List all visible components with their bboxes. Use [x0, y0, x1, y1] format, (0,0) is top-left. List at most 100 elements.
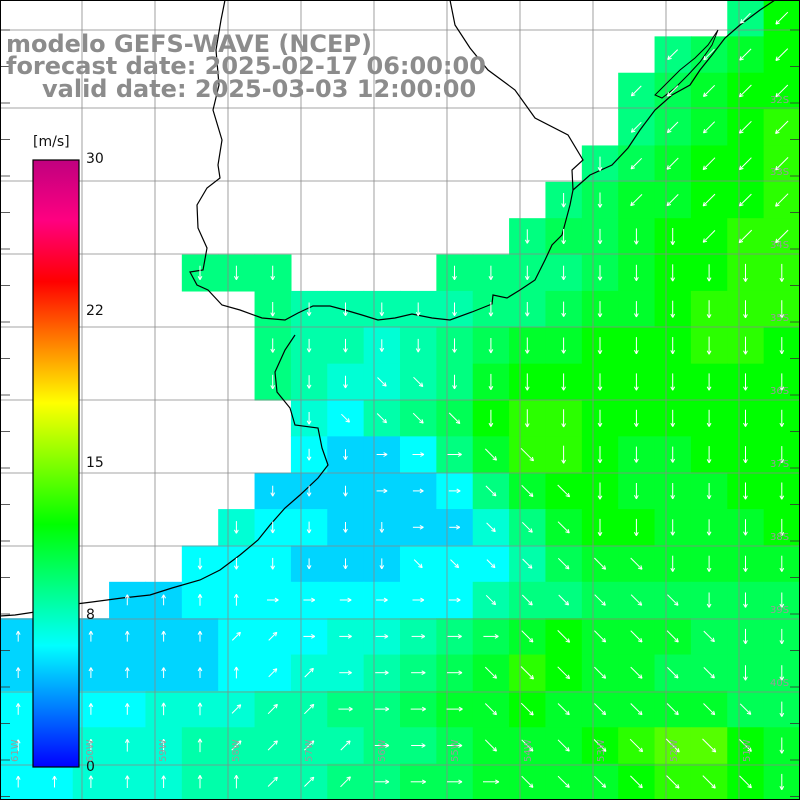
wind-arrow — [521, 521, 533, 533]
colorbar-tick-8: 8 — [86, 607, 95, 623]
wind-arrow — [738, 229, 753, 244]
wind-arrow — [343, 522, 348, 533]
wind-arrow — [306, 485, 312, 497]
wind-arrow — [411, 670, 426, 676]
wind-arrow — [88, 630, 94, 642]
wind-arrow — [633, 518, 639, 536]
wind-arrow — [557, 739, 570, 752]
wind-arrow — [706, 555, 712, 572]
wind-arrow — [739, 84, 752, 98]
wind-arrow — [197, 702, 203, 716]
colorbar-tick-22: 22 — [86, 303, 104, 319]
forecast-date: forecast date: 2025-02-17 06:00:00 — [6, 52, 486, 80]
wind-arrow — [779, 628, 785, 645]
wind-arrow — [161, 594, 167, 606]
wind-arrow — [231, 740, 242, 751]
wind-arrow — [521, 739, 534, 752]
wind-arrow — [743, 373, 748, 391]
wind-arrow — [124, 630, 130, 642]
lon-label-58w: 58W — [231, 739, 242, 762]
wind-arrow — [197, 738, 203, 753]
wind-arrow — [779, 300, 785, 319]
wind-arrow — [779, 409, 785, 427]
lon-label-54w: 54W — [523, 739, 534, 762]
wind-arrow — [597, 228, 603, 245]
wind-arrow — [775, 11, 789, 25]
wind-arrow — [340, 740, 351, 751]
wind-arrow — [739, 157, 752, 171]
wind-arrow — [703, 121, 716, 134]
wind-arrow — [633, 337, 639, 355]
wind-arrow — [343, 375, 348, 389]
wind-arrow — [779, 737, 785, 754]
wind-arrow — [633, 483, 639, 500]
coastline — [189, 0, 584, 321]
wind-arrow — [88, 667, 94, 678]
wind-arrow — [779, 373, 785, 391]
wind-arrow — [267, 740, 278, 751]
wind-arrow — [449, 524, 461, 530]
lat-label-38s: 38S — [770, 532, 790, 543]
wind-arrow — [667, 49, 679, 60]
wind-arrow — [379, 558, 385, 570]
wind-arrow — [703, 630, 715, 643]
colorbar-tick-0: 0 — [86, 759, 95, 775]
wind-arrow — [630, 85, 642, 97]
wind-arrow — [88, 703, 94, 715]
wind-arrow — [197, 667, 203, 678]
wind-arrow — [670, 373, 676, 391]
wind-arrow — [670, 300, 676, 318]
wind-arrow — [161, 630, 167, 642]
wind-arrow — [339, 597, 352, 603]
wind-arrow — [343, 485, 348, 497]
wind-arrow — [597, 373, 603, 391]
wind-arrow — [633, 409, 639, 427]
wind-arrow — [15, 703, 21, 715]
wind-arrow — [594, 594, 606, 606]
wind-arrow — [488, 409, 494, 427]
wind-arrow — [341, 413, 350, 423]
wind-arrow — [306, 302, 312, 316]
wind-arrow — [597, 446, 603, 464]
wind-arrow — [597, 337, 603, 355]
wind-arrow — [484, 739, 497, 752]
wind-arrow — [338, 706, 353, 712]
wind-arrow — [412, 452, 425, 457]
wind-arrow — [375, 670, 389, 676]
wind-arrow — [561, 373, 567, 391]
wind-arrow — [557, 775, 570, 788]
wind-arrow — [667, 594, 679, 606]
wind-arrow — [488, 373, 494, 391]
wind-arrow — [448, 412, 461, 424]
lat-label-32s: 32S — [770, 95, 790, 106]
wind-arrow — [376, 488, 388, 494]
wind-arrow — [413, 559, 423, 569]
wind-arrow — [594, 557, 607, 570]
wind-arrow — [415, 338, 421, 353]
wind-arrow — [88, 739, 94, 752]
wind-arrow — [779, 555, 785, 572]
wind-arrow — [557, 703, 570, 716]
wind-arrow — [775, 157, 789, 171]
wind-arrow — [161, 667, 167, 678]
wind-arrow — [779, 773, 785, 791]
wind-arrow — [268, 631, 278, 641]
wind-arrow — [233, 521, 239, 534]
wind-arrow — [197, 594, 203, 606]
wind-arrow — [485, 485, 497, 497]
lagoon-outline — [654, 29, 719, 99]
wind-arrow — [339, 633, 352, 639]
wind-arrow — [670, 228, 676, 246]
wind-arrow — [739, 739, 752, 752]
wind-arrow — [411, 743, 426, 748]
wind-arrow — [521, 630, 534, 643]
wind-arrow — [630, 666, 643, 679]
wind-arrow — [270, 302, 276, 317]
wind-arrow — [775, 84, 789, 98]
wind-arrow — [15, 667, 21, 678]
wind-arrow — [633, 446, 639, 463]
wind-arrow — [412, 524, 424, 530]
wind-arrow — [379, 339, 385, 352]
wind-arrow — [743, 336, 748, 355]
